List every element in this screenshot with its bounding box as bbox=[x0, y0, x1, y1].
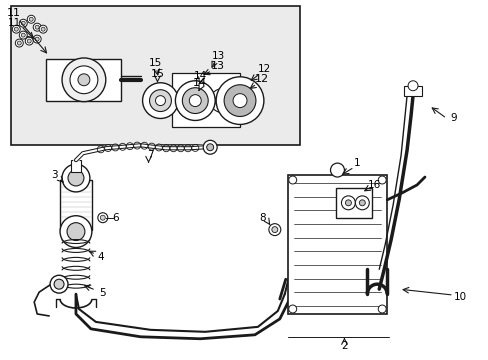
Circle shape bbox=[54, 279, 64, 289]
Circle shape bbox=[98, 213, 107, 223]
Text: 14: 14 bbox=[193, 78, 207, 88]
Bar bbox=[336, 188, 371, 218]
Circle shape bbox=[19, 19, 27, 27]
Circle shape bbox=[377, 305, 386, 313]
Bar bbox=[60, 180, 92, 230]
Text: 4: 4 bbox=[97, 252, 104, 262]
Circle shape bbox=[14, 27, 18, 31]
Text: 11: 11 bbox=[8, 18, 21, 28]
Circle shape bbox=[27, 15, 35, 23]
Bar bbox=[71, 160, 81, 172]
Circle shape bbox=[341, 196, 355, 210]
Circle shape bbox=[288, 305, 296, 313]
Circle shape bbox=[233, 94, 246, 108]
Circle shape bbox=[355, 196, 368, 210]
Circle shape bbox=[203, 140, 217, 154]
Bar bbox=[287, 175, 386, 314]
Circle shape bbox=[67, 223, 85, 240]
Circle shape bbox=[21, 33, 25, 37]
Bar bbox=[403, 86, 421, 96]
Text: 10: 10 bbox=[453, 292, 467, 302]
Text: 8: 8 bbox=[259, 213, 265, 223]
Text: 12: 12 bbox=[258, 64, 271, 74]
Bar bbox=[172, 73, 240, 127]
Circle shape bbox=[224, 85, 255, 117]
Text: 6: 6 bbox=[112, 213, 119, 223]
Circle shape bbox=[25, 37, 33, 45]
Circle shape bbox=[33, 35, 41, 43]
Circle shape bbox=[210, 89, 234, 113]
Circle shape bbox=[41, 27, 45, 31]
Circle shape bbox=[62, 58, 105, 102]
Text: 1: 1 bbox=[353, 158, 360, 168]
Circle shape bbox=[50, 275, 68, 293]
Circle shape bbox=[12, 25, 20, 33]
Text: 16: 16 bbox=[367, 180, 380, 190]
Circle shape bbox=[359, 200, 365, 206]
Text: 15: 15 bbox=[150, 69, 164, 79]
Circle shape bbox=[268, 224, 280, 235]
Circle shape bbox=[62, 164, 90, 192]
Circle shape bbox=[330, 163, 344, 177]
Text: 15: 15 bbox=[148, 58, 162, 68]
Circle shape bbox=[29, 17, 33, 21]
Text: 14: 14 bbox=[193, 71, 206, 81]
Circle shape bbox=[155, 96, 165, 105]
Circle shape bbox=[39, 25, 47, 33]
Circle shape bbox=[21, 21, 25, 25]
Circle shape bbox=[271, 227, 277, 233]
Circle shape bbox=[35, 25, 39, 29]
Circle shape bbox=[189, 95, 201, 107]
Circle shape bbox=[149, 90, 171, 112]
Circle shape bbox=[15, 39, 23, 47]
Circle shape bbox=[78, 74, 90, 86]
Text: 9: 9 bbox=[449, 113, 456, 123]
Text: 5: 5 bbox=[99, 288, 106, 298]
Text: 2: 2 bbox=[341, 341, 347, 351]
Circle shape bbox=[68, 170, 84, 186]
Circle shape bbox=[216, 77, 264, 125]
Circle shape bbox=[27, 39, 31, 43]
Text: 13: 13 bbox=[211, 51, 224, 61]
Circle shape bbox=[407, 81, 417, 91]
Circle shape bbox=[345, 200, 351, 206]
Circle shape bbox=[175, 81, 215, 121]
Bar bbox=[46, 59, 121, 100]
Text: 3: 3 bbox=[51, 170, 57, 180]
Text: 7: 7 bbox=[147, 150, 154, 160]
Circle shape bbox=[215, 94, 228, 108]
Circle shape bbox=[33, 23, 41, 31]
Circle shape bbox=[206, 144, 213, 151]
Circle shape bbox=[19, 31, 27, 39]
Circle shape bbox=[35, 37, 39, 41]
Circle shape bbox=[182, 88, 208, 113]
Circle shape bbox=[17, 41, 21, 45]
Circle shape bbox=[288, 176, 296, 184]
Circle shape bbox=[377, 176, 386, 184]
Circle shape bbox=[70, 66, 98, 94]
Text: 12: 12 bbox=[254, 74, 268, 84]
Circle shape bbox=[100, 215, 105, 220]
Text: 13: 13 bbox=[211, 61, 224, 71]
Circle shape bbox=[142, 83, 178, 118]
Bar bbox=[11, 6, 299, 145]
Circle shape bbox=[60, 216, 92, 247]
Text: 11: 11 bbox=[7, 8, 21, 18]
